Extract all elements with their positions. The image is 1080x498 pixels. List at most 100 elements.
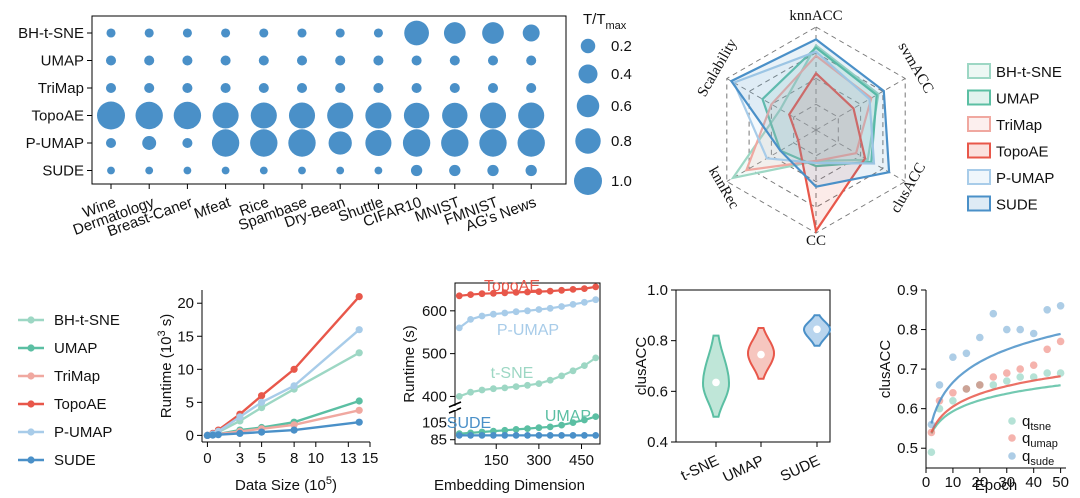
embedding-y-tick-label: 500 [422, 346, 447, 363]
embedding-point [581, 298, 588, 306]
radar-legend-label: TriMap [996, 117, 1042, 134]
bubble-row-label: P-UMAP [26, 135, 84, 152]
runtime-point [258, 428, 266, 436]
violin-y-tick-label: 0.4 [647, 434, 668, 451]
embedding-point [455, 324, 463, 332]
embedding-point [478, 290, 486, 298]
embedding-x-label: Embedding Dimension [434, 477, 585, 494]
embedding-x-tick-label: 150 [484, 452, 509, 469]
runtime-legend-marker [27, 428, 35, 436]
runtime-point [290, 365, 298, 373]
epoch-point [1003, 377, 1011, 385]
runtime-legend-label: P-UMAP [54, 424, 112, 441]
epoch-y-tick-label: 0.5 [897, 440, 918, 457]
runtime-point [355, 349, 363, 357]
embedding-point [512, 383, 520, 390]
radar-legend-swatch [967, 63, 991, 79]
bubble-row-label: UMAP [41, 53, 84, 70]
embedding-point [455, 393, 463, 400]
embedding-point [535, 288, 543, 295]
bubble-point [296, 82, 308, 94]
bubble-point [105, 137, 117, 149]
bubble-point [479, 102, 507, 129]
embedding-series-label: TopoAE [484, 278, 540, 295]
runtime-point [203, 431, 211, 439]
bubble-point [288, 129, 316, 157]
bubble-point [182, 137, 193, 149]
radar-grid-ring [793, 103, 839, 157]
runtime-point [355, 418, 363, 426]
radar-legend-label: TopoAE [996, 144, 1049, 161]
embedding-point [512, 426, 520, 433]
bubble-point [221, 166, 230, 175]
embedding-point [592, 296, 600, 304]
epoch-point [1056, 302, 1065, 310]
runtime-point [258, 398, 266, 406]
bubble-point [411, 82, 422, 94]
epoch-scatter-chart: 0.50.60.70.80.90 10 20 30 40 50qtsnequmapqsud… [877, 282, 1069, 494]
embedding-point [501, 426, 509, 434]
embedding-point [581, 285, 588, 292]
bubble-point [441, 129, 469, 157]
runtime-y-tick-label: 20 [177, 295, 194, 312]
epoch-point [1056, 369, 1065, 377]
epoch-x-tick-label: 20 [972, 474, 989, 491]
radar-axis-label: Scalability [695, 36, 741, 100]
bubble-chart: BH-t-SNEUMAPTriMapTopoAEP-UMAPSUDEWineDe… [18, 11, 632, 240]
epoch-x-tick-label: 40 [1025, 474, 1042, 491]
embedding-y-tick-label: 600 [422, 303, 447, 320]
bubble-row-label: SUDE [42, 163, 84, 180]
embedding-point [524, 381, 531, 389]
embedding-point [592, 413, 600, 420]
violin-median-marker [712, 378, 720, 387]
runtime-point [355, 293, 363, 301]
epoch-legend-marker [1008, 417, 1016, 425]
bubble-point [107, 166, 115, 175]
bubble-legend-marker [574, 167, 602, 195]
runtime-legend: BH-t-SNE UMAP TriMap TopoAE P-UMAP SUDE [18, 312, 120, 469]
embedding-point [535, 432, 543, 439]
embedding-point [535, 380, 543, 387]
bubble-point [258, 55, 269, 66]
runtime-legend-marker [27, 456, 35, 464]
epoch-point [1029, 373, 1038, 381]
bubble-point [443, 22, 466, 44]
embedding-point [558, 372, 565, 380]
bubble-point [327, 102, 354, 129]
epoch-x-label: Epoch [975, 477, 1018, 494]
radar-legend-label: P-UMAP [996, 170, 1054, 187]
radar-legend-swatch [967, 89, 991, 106]
bubble-point [374, 166, 383, 175]
embedding-point [501, 432, 509, 439]
epoch-point [1003, 325, 1011, 334]
bubble-point [373, 55, 384, 66]
embedding-point [581, 432, 588, 439]
bubble-legend-label: 0.4 [611, 66, 632, 83]
runtime-y-tick-label: 5 [186, 394, 194, 411]
bubble-point [173, 101, 202, 130]
bubble-point [449, 55, 460, 66]
bubble-point [297, 28, 307, 38]
runtime-point [258, 404, 266, 412]
embedding-series-label: t-SNE [491, 365, 534, 382]
epoch-point [1056, 337, 1065, 346]
radar-legend-swatch [967, 169, 991, 185]
runtime-legend-label: SUDE [54, 452, 96, 469]
epoch-x-tick-label: 30 [998, 474, 1015, 491]
embedding-point [455, 432, 463, 439]
bubble-point [518, 102, 545, 129]
embedding-series-label: UMAP [545, 408, 591, 425]
runtime-legend-label: BH-t-SNE [54, 312, 120, 329]
bubble-point [97, 101, 125, 130]
epoch-fit-line [930, 384, 1061, 434]
bubble-point [402, 129, 431, 157]
bubble-point [145, 166, 154, 175]
embedding-point [501, 384, 509, 392]
epoch-point [1016, 365, 1024, 373]
bubble-point [298, 166, 306, 175]
runtime-point [355, 326, 363, 334]
bubble-legend-marker [576, 94, 600, 118]
bubble-point [220, 82, 231, 94]
epoch-point [1016, 373, 1024, 381]
